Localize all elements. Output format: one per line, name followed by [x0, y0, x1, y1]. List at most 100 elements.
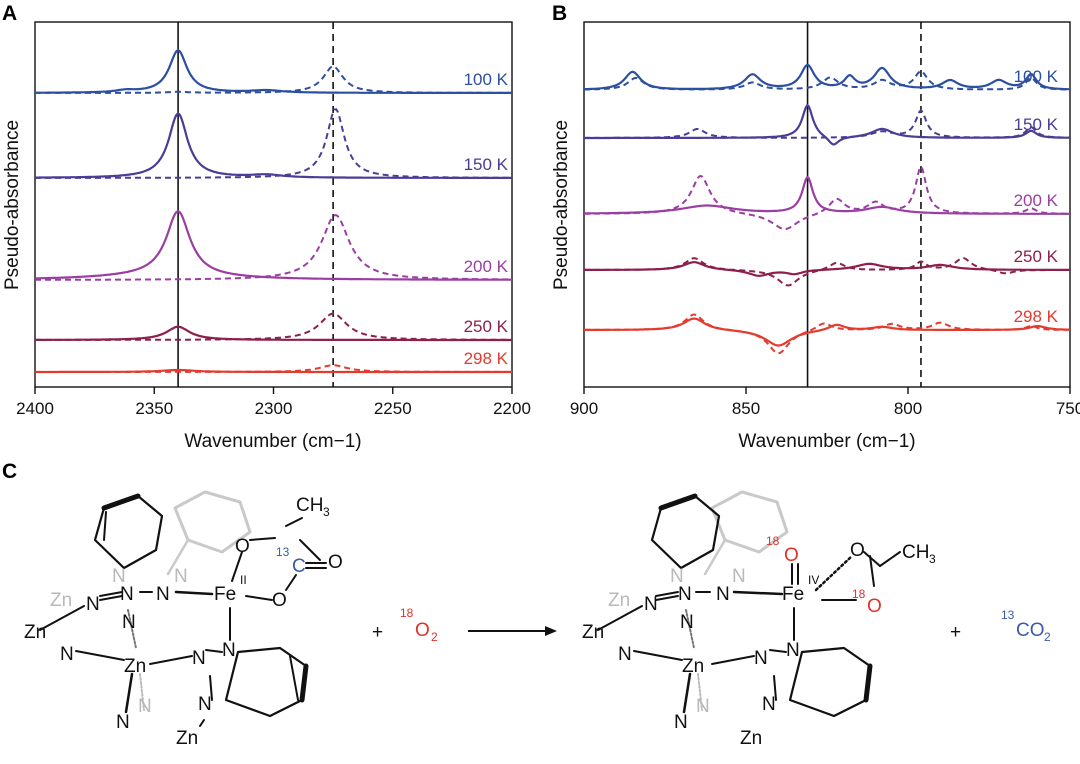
series-solid-200-K — [34, 210, 512, 281]
x-axis-label-b: Wavenumber (cm−1) — [738, 431, 915, 452]
n-label-1: N — [120, 584, 134, 605]
series-label: 298 K — [1014, 307, 1059, 326]
plus-sign-2: + — [950, 622, 961, 643]
product-n-zn — [633, 650, 683, 661]
fe-o-top-bond — [231, 551, 243, 582]
x-tick-label: 2350 — [135, 399, 173, 418]
plot-frame-a — [34, 21, 513, 388]
product-zn-n-bottom — [682, 672, 692, 714]
n-label-bottom-gray: N — [138, 696, 152, 717]
series-label: 100 K — [1014, 67, 1059, 86]
acetate-bond-1 — [249, 537, 276, 541]
co2-superscript: 13 — [1001, 608, 1015, 622]
x-tick-label: 2200 — [493, 399, 531, 418]
n-n-bond — [99, 595, 123, 601]
series-dashed-200-K — [584, 164, 1070, 231]
series-dashed-250-K — [584, 257, 1070, 287]
x-tick-label: 900 — [570, 399, 598, 418]
acetate-o-bond — [285, 574, 297, 591]
series-solid-298-K — [584, 317, 1071, 347]
o2-subscript: 2 — [431, 630, 438, 644]
x-tick-label: 800 — [894, 399, 922, 418]
series-label: 250 K — [464, 317, 509, 336]
zn-n-bottom — [124, 672, 134, 714]
product-n-label-1: N — [678, 584, 692, 605]
zn-n-gray — [139, 673, 145, 711]
product-n-label-bottom: N — [674, 712, 688, 733]
reference-lines-b — [806, 22, 922, 387]
o2-superscript: 18 — [400, 606, 414, 620]
background-bond — [166, 538, 190, 576]
series-solid-150-K — [584, 103, 1070, 146]
fe-o-dotted — [814, 554, 854, 592]
product-hashed-bond — [685, 609, 695, 649]
product-zn-label-left: Zn — [582, 622, 604, 643]
product-n-label-fe: N — [716, 584, 730, 605]
product-oxo-label: O — [784, 545, 799, 566]
panel-label-a: A — [2, 2, 17, 25]
n-label-fe: N — [156, 584, 170, 605]
reaction-arrow — [468, 626, 557, 636]
zn-label-gray: Zn — [50, 590, 72, 611]
fe-oxidation-state: II — [240, 573, 247, 587]
product-n-label-6: N — [762, 694, 776, 715]
co2-base: CO — [1016, 620, 1045, 641]
inner-bond-bottom — [289, 655, 299, 701]
series-label: 200 K — [464, 257, 509, 276]
panel-label-c: C — [2, 460, 17, 483]
zn-label-bottom: Zn — [176, 728, 198, 749]
product-oxo-superscript: 18 — [766, 534, 780, 548]
n-label-gray-2: N — [174, 566, 188, 587]
co2-subscript: 2 — [1044, 630, 1051, 644]
product-n-label-3: N — [680, 612, 694, 633]
plot-frame-b — [583, 21, 1071, 388]
product-18o-superscript: 18 — [852, 587, 866, 601]
n-label-4: N — [222, 640, 236, 661]
series-label: 200 K — [1014, 191, 1059, 210]
product-n-label-2: N — [644, 594, 658, 615]
series-solid-100-K — [583, 63, 1071, 91]
series-label: 100 K — [464, 70, 509, 89]
product-fe-label: Fe — [782, 584, 804, 605]
series-solid-200-K — [584, 175, 1070, 215]
co2-13-product: 13 CO 2 — [1001, 608, 1051, 644]
o-low-label: O — [272, 590, 287, 611]
reference-lines-a — [177, 22, 334, 387]
lower-n-n — [205, 649, 223, 653]
lower-n-zn — [199, 719, 205, 727]
n-label-gray: N — [112, 566, 126, 587]
series-dashed-150-K — [584, 109, 1070, 139]
x-tick-label: 2300 — [255, 399, 293, 418]
product-zn-n — [597, 605, 643, 631]
product-n-n-double — [655, 591, 679, 597]
ch3-label: CH — [296, 495, 323, 516]
product-n-label-bottom-gray: N — [696, 696, 710, 717]
product-n-label-gray-2: N — [732, 566, 746, 587]
inner-bond — [103, 511, 107, 541]
product-zn-n-gray — [697, 673, 703, 711]
bold-edge-bottom — [299, 663, 309, 703]
fe-o-low-bond — [245, 595, 273, 601]
acetate-bond-p1 — [863, 551, 881, 567]
series-solid-250-K — [35, 325, 512, 342]
c13-superscript: 13 — [276, 545, 290, 559]
bold-edge-top — [101, 493, 141, 511]
n-fe-bond — [174, 590, 214, 596]
series-solid-298-K — [35, 368, 512, 374]
fe-label: Fe — [214, 584, 236, 605]
product-lower-n-bond — [773, 675, 777, 701]
n-zn-bond — [75, 650, 125, 661]
series-group-a: 100 K 150 K 200 K 250 K 298 K — [34, 49, 512, 374]
x-ticks-a: 2400 2350 2300 2250 2200 — [16, 387, 531, 418]
x-tick-label: 2250 — [374, 399, 412, 418]
oxygen-18-reagent: 18 O 2 — [400, 606, 438, 644]
chart-panel-b: 100 K 150 K 200 K 250 K 298 K 900 850 800 750 W… — [551, 21, 1080, 452]
product-lower-n-n — [769, 649, 787, 653]
product-n-label-4: N — [786, 640, 800, 661]
x-axis-label-a: Wavenumber (cm−1) — [184, 431, 361, 452]
product-n-label-5: N — [754, 648, 768, 669]
product-labels: Fe IV 18 O 18 O O CH 3 N N N N N N Zn Zn… — [582, 534, 936, 749]
series-solid-150-K — [35, 112, 512, 179]
zn-n-bond-2 — [149, 655, 193, 665]
product-zn-n-2 — [711, 655, 755, 665]
